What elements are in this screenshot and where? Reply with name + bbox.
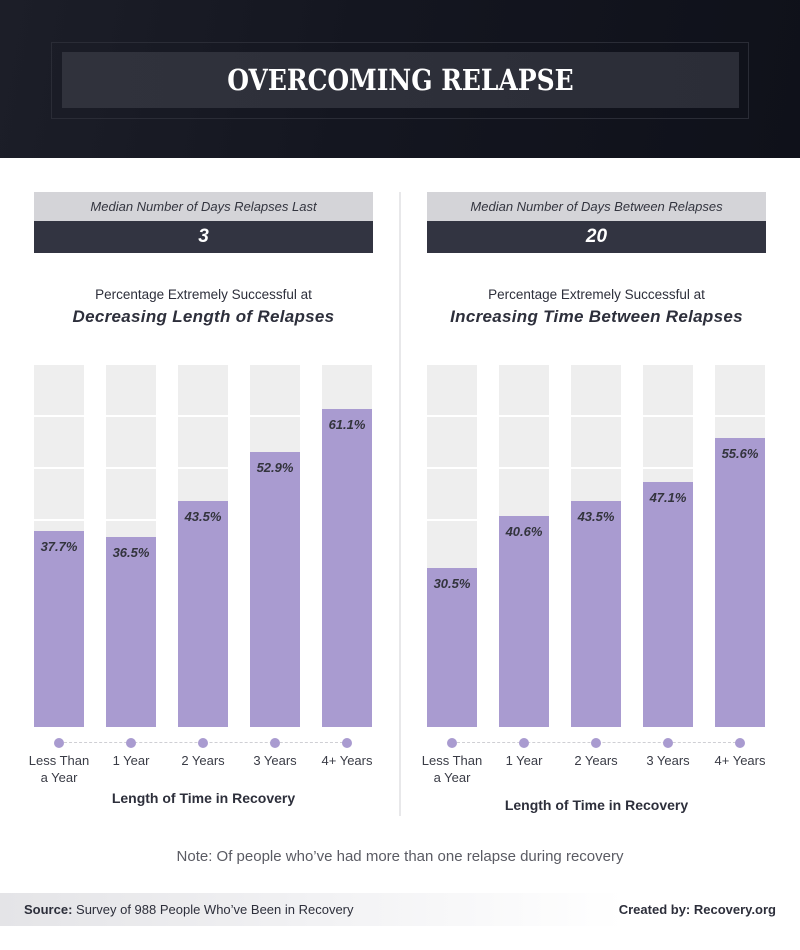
chart-subtitle: Percentage Extremely Successful at <box>488 287 705 302</box>
axis-dot-icon <box>270 738 280 748</box>
bar: 30.5% <box>427 568 477 727</box>
bar: 43.5% <box>571 500 621 727</box>
panel-divider <box>399 192 401 816</box>
x-tick-label: 3 Years <box>253 753 297 768</box>
stat-value: 3 <box>34 221 373 253</box>
x-tick-label: 3 Years <box>646 753 690 768</box>
bar: 55.6% <box>715 437 765 727</box>
x-tick-label: Less Than a Year <box>23 752 95 786</box>
bar-track: 30.5% <box>427 363 477 727</box>
bar-chart: 30.5% 40.6% 43.5% 47.1% 55.6% <box>427 363 766 727</box>
axis-dot-icon <box>126 738 136 748</box>
axis-dot-icon <box>591 738 601 748</box>
tick-line-1: Less Than <box>421 753 483 768</box>
bar: 61.1% <box>322 409 372 727</box>
bar-value-label: 47.1% <box>649 490 687 506</box>
chart-subtitle: Percentage Extremely Successful at <box>95 287 312 302</box>
bar-track: 52.9% <box>250 363 300 727</box>
x-tick-label: 2 Years <box>181 753 225 768</box>
bar-track: 55.6% <box>715 363 765 727</box>
bar-value-label: 36.5% <box>112 545 150 561</box>
x-tick-label: 1 Year <box>505 753 543 768</box>
title-frame <box>51 42 749 119</box>
bar-track: 43.5% <box>571 363 621 727</box>
axis-dot-icon <box>54 738 64 748</box>
panel-relapse-length: Median Number of Days Relapses Last 3 Pe… <box>29 192 373 806</box>
chart-main-title: Increasing Time Between Relapses <box>450 307 743 326</box>
bar-value-label: 37.7% <box>40 538 78 554</box>
stat-label: Median Number of Days Relapses Last <box>34 192 373 221</box>
x-axis-title: Length of Time in Recovery <box>504 797 689 813</box>
tick-line-2: a Year <box>433 770 471 785</box>
footnote: Note: Of people who’ve had more than one… <box>176 848 624 865</box>
bar: 43.5% <box>178 500 228 727</box>
footer-band: Source: Survey of 988 People Who’ve Been… <box>0 893 800 926</box>
bar: 47.1% <box>643 482 693 727</box>
axis-dot-icon <box>519 738 529 748</box>
panel-time-between: Median Number of Days Between Relapses 2… <box>422 192 766 813</box>
tick-line-2: a Year <box>40 770 78 785</box>
axis-dot-icon <box>735 738 745 748</box>
source-text: Source: Survey of 988 People Who’ve Been… <box>24 902 354 917</box>
x-tick-label: Less Than a Year <box>416 752 488 786</box>
title-box: OVERCOMING RELAPSE <box>62 52 739 108</box>
x-tick-label: 1 Year <box>112 753 150 768</box>
credit-text: Created by: Recovery.org <box>618 902 776 917</box>
bar-track: 61.1% <box>322 363 372 727</box>
bar: 36.5% <box>106 537 156 727</box>
bar-value-label: 43.5% <box>184 508 222 524</box>
axis-dot-icon <box>447 738 457 748</box>
axis-dot-icon <box>342 738 352 748</box>
bar-track: 36.5% <box>106 363 156 727</box>
bar: 40.6% <box>499 515 549 727</box>
x-tick-label: 2 Years <box>574 753 618 768</box>
stat-value: 20 <box>427 221 766 253</box>
chart-title: Percentage Extremely Successful at Incre… <box>407 286 786 330</box>
bar-chart: 37.7% 36.5% 43.5% 52.9% 61.1% <box>34 363 373 727</box>
chart-main-title: Decreasing Length of Relapses <box>72 307 335 326</box>
bar-value-label: 61.1% <box>328 417 366 433</box>
bar-track: 43.5% <box>178 363 228 727</box>
x-axis <box>34 737 373 749</box>
stat-label: Median Number of Days Between Relapses <box>427 192 766 221</box>
bar: 37.7% <box>34 530 84 727</box>
bar-track: 37.7% <box>34 363 84 727</box>
page-title: OVERCOMING RELAPSE <box>227 63 574 97</box>
bar-value-label: 30.5% <box>433 576 471 592</box>
x-axis-title: Length of Time in Recovery <box>111 790 296 806</box>
source-description: Survey of 988 People Who’ve Been in Reco… <box>72 902 354 917</box>
bar-value-label: 52.9% <box>256 459 294 475</box>
bar-value-label: 40.6% <box>505 523 543 539</box>
x-tick-label: 4+ Years <box>321 753 373 768</box>
x-tick-label: 4+ Years <box>714 753 766 768</box>
bar: 52.9% <box>250 451 300 727</box>
axis-dot-icon <box>663 738 673 748</box>
axis-dot-icon <box>198 738 208 748</box>
x-axis <box>427 737 766 749</box>
bar-value-label: 43.5% <box>577 508 615 524</box>
bar-track: 47.1% <box>643 363 693 727</box>
tick-line-1: Less Than <box>28 753 90 768</box>
bar-track: 40.6% <box>499 363 549 727</box>
source-label: Source: <box>24 902 73 917</box>
bar-value-label: 55.6% <box>721 445 759 461</box>
chart-title: Percentage Extremely Successful at Decre… <box>14 286 393 330</box>
